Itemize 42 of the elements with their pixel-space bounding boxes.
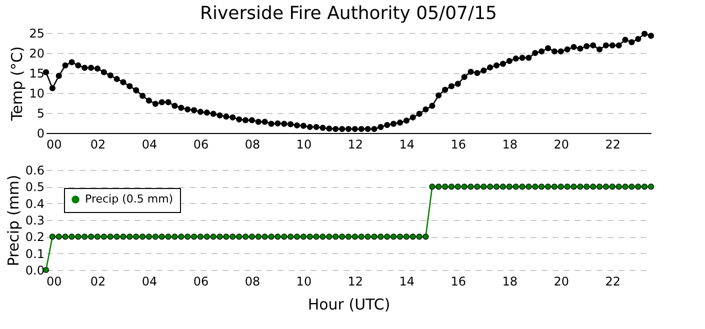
x-tick-label: 22 <box>605 274 621 288</box>
x-tick-label: 08 <box>244 138 260 152</box>
y-tick-label: 5 <box>36 106 44 120</box>
x-tick-label: 10 <box>296 274 312 288</box>
y-tick-label: 0 <box>36 126 44 140</box>
x-tick-label: 02 <box>90 138 106 152</box>
y-tick-label: 10 <box>29 86 44 100</box>
y-tick-label: 15 <box>29 66 44 80</box>
x-tick-label: 14 <box>399 138 415 152</box>
legend-label: Precip (0.5 mm) <box>85 192 174 206</box>
x-tick-label: 16 <box>450 274 466 288</box>
x-axis-title: Hour (UTC) <box>308 296 390 314</box>
y-tick-label: 0.5 <box>25 180 44 194</box>
x-tick-label: 02 <box>90 274 106 288</box>
y-tick-label: 20 <box>29 46 44 60</box>
x-tick-label: 06 <box>193 274 209 288</box>
x-tick-label: 16 <box>450 138 466 152</box>
y-tick-label: 0.4 <box>25 196 44 211</box>
chart-title: Riverside Fire Authority 05/07/15 <box>200 3 497 24</box>
y-tick-label: 0.0 <box>25 264 44 278</box>
x-tick-label: 12 <box>348 274 364 288</box>
x-tick-label: 12 <box>348 138 364 152</box>
x-tick-label: 14 <box>399 274 415 288</box>
x-tick-label: 10 <box>296 138 312 152</box>
x-tick-label: 20 <box>554 138 570 152</box>
y-tick-label: 0.1 <box>25 246 44 261</box>
x-tick-label: 22 <box>605 138 621 152</box>
x-tick-label: 04 <box>142 138 158 152</box>
y-tick-label: 0.3 <box>25 214 44 228</box>
y-axis-title: Temp (°C) <box>8 46 26 122</box>
y-tick-label: 0.2 <box>25 230 44 244</box>
x-tick-label: 00 <box>46 274 62 288</box>
x-tick-label: 18 <box>502 138 518 152</box>
x-tick-label: 00 <box>46 138 62 152</box>
x-tick-label: 04 <box>142 274 158 288</box>
y-tick-label: 25 <box>29 26 44 40</box>
x-tick-label: 20 <box>554 274 570 288</box>
y-tick-label: 0.6 <box>25 164 44 178</box>
x-tick-label: 06 <box>193 138 209 152</box>
x-tick-label: 18 <box>502 274 518 288</box>
x-tick-label: 08 <box>244 274 260 288</box>
y-axis-title: Precip (mm) <box>4 174 22 266</box>
